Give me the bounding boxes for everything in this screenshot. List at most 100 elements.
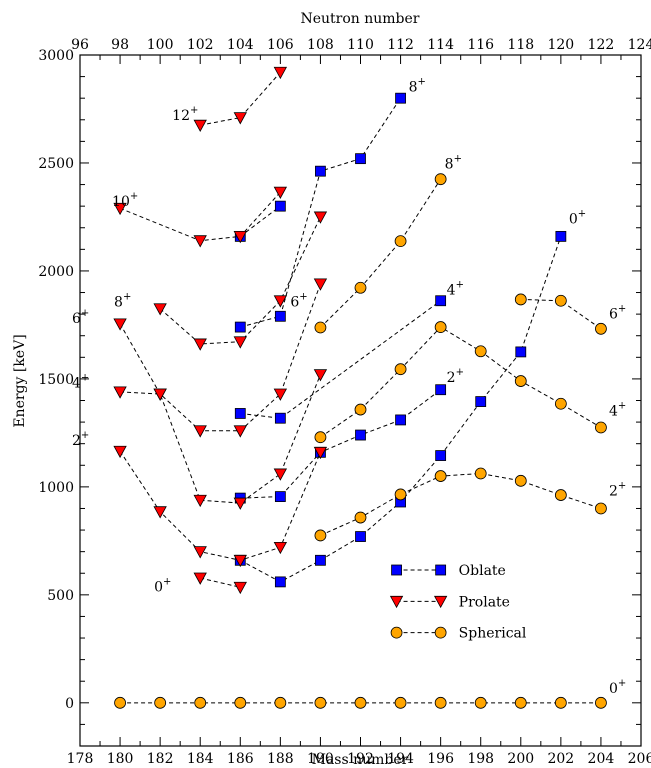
spherical-2plus-point <box>434 470 447 482</box>
x2-tick-label: 114 <box>427 37 454 53</box>
spherical-high-line <box>520 298 602 330</box>
x2-tick-label: 102 <box>187 37 214 53</box>
x2-tick-label: 116 <box>467 37 494 53</box>
x2-tick-label: 98 <box>111 37 129 53</box>
y-tick-label: 2500 <box>38 156 74 172</box>
level-label: 2+ <box>447 367 464 386</box>
x-tick-label: 200 <box>507 751 534 767</box>
spherical-0plus-point <box>554 696 567 709</box>
spherical-6plus-point <box>434 173 447 186</box>
spherical-4plus-point <box>554 397 567 410</box>
level-label: 10+ <box>112 191 138 210</box>
y-tick-label: 1500 <box>38 372 74 388</box>
spherical-2plus-point <box>354 511 367 524</box>
oblate-4plus-point <box>435 384 447 396</box>
spherical-4plus-point <box>514 375 527 387</box>
prolate-2plus-point <box>153 506 167 519</box>
x2-tick-label: 96 <box>71 37 89 53</box>
x2-tick-label: 100 <box>147 37 174 53</box>
oblate-2plus-point <box>355 531 366 542</box>
prolate-4plus-point <box>313 369 328 382</box>
prolate-0plus-series <box>193 572 247 595</box>
legend-prolate-marker <box>433 595 448 609</box>
oblate-6plus-point <box>274 412 286 424</box>
legend-prolate-marker <box>389 595 404 609</box>
spherical-6plus-series <box>314 173 447 334</box>
annotation-layer: 12+ 10+ 8+ 6+ 6+ 4+ 2+ 0+ 8+ 8+ 4+ 2+ 0+ 6+ 4+ 2+ 0+ <box>72 77 626 697</box>
oblate-2plus-point <box>435 450 447 461</box>
legend-prolate-entry: Prolate <box>389 594 510 610</box>
x-tick-label: 188 <box>267 751 294 767</box>
spherical-2plus-point <box>554 489 567 501</box>
prolate-12plus-point <box>273 66 288 80</box>
oblate-8plus-point <box>395 92 406 104</box>
oblate-4plus-line <box>240 389 441 499</box>
axes: 178 180 182 184 186 188 190 192 194 196 198 200 202 2… <box>38 37 651 767</box>
prolate-6plus-point <box>273 388 288 401</box>
prolate-0plus-point <box>233 581 247 595</box>
level-label: 6+ <box>290 292 307 311</box>
oblate-8plus-point <box>234 321 246 333</box>
spherical-0plus-point <box>234 696 247 709</box>
y-tick-label: 500 <box>47 588 74 604</box>
x-tick-label: 186 <box>227 751 254 767</box>
level-label: 0+ <box>569 208 586 227</box>
prolate-6plus-point <box>313 278 328 291</box>
prolate-2plus-point <box>273 541 288 555</box>
spherical-4plus-point <box>474 345 487 358</box>
prolate-4plus-point <box>113 386 127 399</box>
spherical-0plus-point <box>474 696 487 709</box>
legend-oblate-entry: Oblate <box>391 563 506 579</box>
prolate-8plus-point <box>153 303 167 316</box>
spherical-4plus-line <box>320 326 602 438</box>
x-tick-label: 194 <box>387 751 414 767</box>
spherical-0plus-point <box>194 696 207 709</box>
spherical-4plus-point <box>314 431 327 444</box>
prolate-4plus-point <box>193 494 207 508</box>
x2-tick-label: 104 <box>227 37 254 53</box>
prolate-8plus-point <box>233 336 247 349</box>
spherical-2plus-point <box>514 474 527 487</box>
oblate-10plus-point <box>274 200 286 212</box>
spherical-4plus-point <box>394 363 407 376</box>
x2-tick-label: 112 <box>387 37 414 53</box>
x-tick-label: 180 <box>107 751 134 767</box>
prolate-4plus-point <box>233 497 247 510</box>
spherical-0plus-point <box>595 696 607 709</box>
series-layer <box>113 66 607 709</box>
spherical-0plus-point <box>434 696 447 709</box>
x-tick-label: 190 <box>307 751 334 767</box>
prolate-8plus-point <box>193 338 207 351</box>
x-tick-label: 178 <box>67 751 94 767</box>
oblate-10plus-line <box>239 205 281 237</box>
prolate-2plus-series <box>113 445 328 568</box>
legend-oblate-label: Oblate <box>459 563 506 579</box>
prolate-4plus-line <box>120 374 321 504</box>
level-label: 0+ <box>609 678 626 697</box>
oblate-2plus-point <box>515 346 527 358</box>
prolate-6plus-point <box>113 318 127 331</box>
prolate-6plus-line <box>119 283 321 432</box>
legend-spherical-marker <box>390 626 403 639</box>
level-label: 4+ <box>447 280 464 299</box>
spherical-4plus-series <box>314 321 607 444</box>
spherical-0plus-point <box>514 696 527 709</box>
prolate-6plus-point <box>153 388 167 401</box>
prolate-10plus-line <box>119 191 281 242</box>
prolate-2plus-line <box>119 450 321 561</box>
x2-tick-label: 120 <box>547 37 574 53</box>
oblate-2plus-point <box>475 396 487 407</box>
prolate-12plus-series <box>193 66 288 133</box>
x-tick-label: 202 <box>547 751 574 767</box>
spherical-high-series <box>514 293 607 335</box>
spherical-6plus-line <box>320 178 442 328</box>
y-tick-label: 3000 <box>38 48 74 64</box>
spherical-2plus-point <box>394 488 407 501</box>
oblate-8plus-series <box>234 92 406 333</box>
spherical-high-point <box>514 293 527 306</box>
legend-spherical-entry: Spherical <box>390 626 527 642</box>
x2-axis-title: Neutron number <box>300 11 419 27</box>
x-tick-label: 182 <box>147 751 174 767</box>
oblate-4plus-point <box>355 429 366 441</box>
